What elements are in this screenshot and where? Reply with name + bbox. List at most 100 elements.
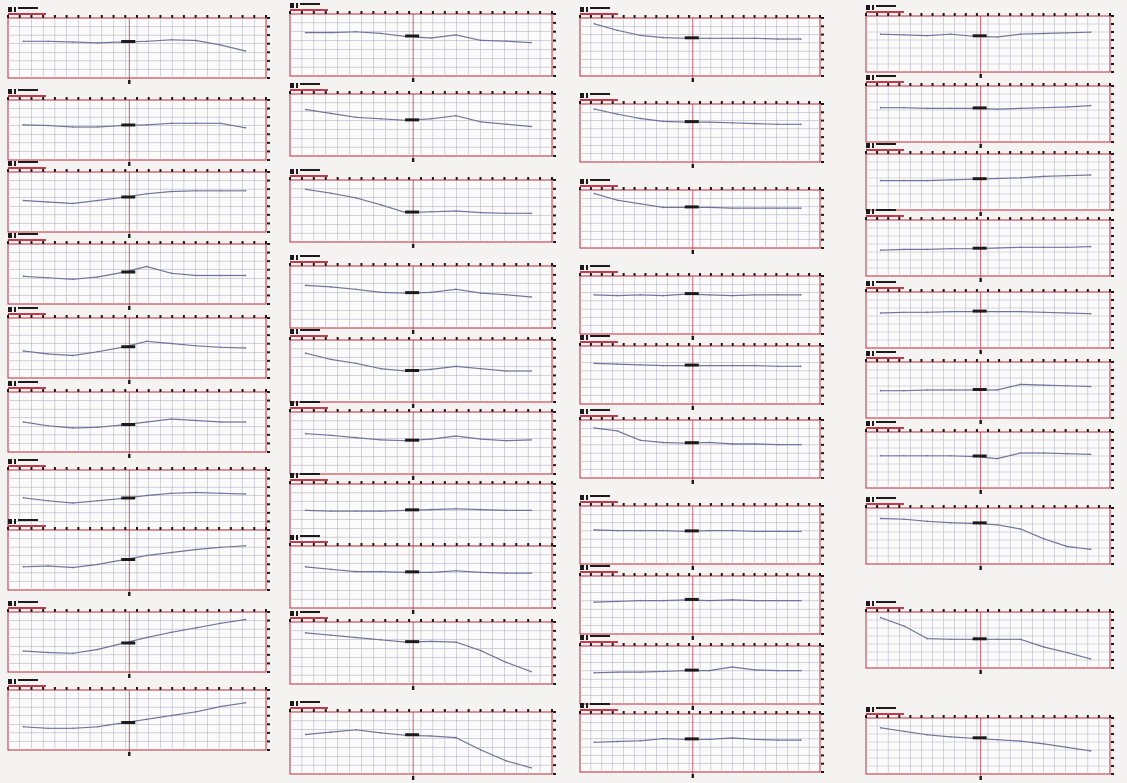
y-tick-mark bbox=[553, 598, 556, 601]
panel-header-mark bbox=[296, 169, 298, 174]
series-point bbox=[662, 529, 665, 532]
series-point bbox=[219, 492, 222, 495]
x-tick-mark bbox=[865, 609, 867, 612]
x-tick-mark bbox=[909, 609, 912, 612]
x-tick-mark bbox=[30, 97, 33, 100]
y-tick-mark bbox=[821, 50, 824, 53]
x-tick-mark bbox=[455, 481, 458, 484]
series-point bbox=[593, 293, 596, 296]
series-point bbox=[429, 571, 432, 574]
y-tick-mark bbox=[267, 171, 270, 173]
series-point bbox=[996, 177, 999, 180]
y-tick-mark bbox=[267, 334, 270, 337]
x-tick-mark bbox=[753, 417, 756, 420]
y-tick-mark bbox=[553, 75, 556, 77]
x-tick-mark bbox=[112, 315, 115, 318]
series-point bbox=[480, 749, 482, 751]
panel-header-mark bbox=[8, 239, 46, 241]
x-tick-mark bbox=[396, 409, 399, 412]
panel-header-mark bbox=[296, 401, 298, 406]
chart-panel bbox=[579, 93, 824, 168]
x-tick-mark bbox=[77, 315, 80, 318]
series-point bbox=[304, 284, 307, 287]
x-tick-mark bbox=[920, 289, 923, 292]
y-tick-mark bbox=[821, 103, 824, 105]
x-tick-mark bbox=[953, 83, 956, 86]
x-tick-mark bbox=[124, 169, 127, 172]
reference-arrow bbox=[979, 144, 982, 148]
x-tick-mark bbox=[909, 359, 912, 362]
y-tick-mark bbox=[553, 755, 556, 758]
x-tick-mark bbox=[100, 467, 103, 470]
y-tick-mark bbox=[821, 25, 824, 28]
x-tick-mark bbox=[709, 187, 712, 190]
y-tick-mark bbox=[1111, 133, 1114, 135]
x-tick-mark bbox=[753, 643, 756, 646]
reference-arrow bbox=[979, 776, 982, 780]
series-point bbox=[219, 346, 222, 349]
x-tick-mark bbox=[709, 273, 712, 276]
x-tick-mark bbox=[159, 609, 162, 612]
x-tick-mark bbox=[229, 15, 232, 18]
x-tick-mark bbox=[42, 687, 45, 690]
x-tick-mark bbox=[666, 503, 669, 506]
x-tick-mark bbox=[182, 609, 185, 612]
x-tick-mark bbox=[622, 15, 625, 18]
panel-header-mark bbox=[8, 381, 12, 386]
series-point bbox=[1042, 384, 1045, 386]
marker-tag bbox=[972, 309, 987, 313]
y-tick-mark bbox=[267, 689, 270, 691]
chart-panel bbox=[289, 401, 556, 480]
series-point bbox=[22, 123, 25, 126]
series-point bbox=[731, 121, 733, 124]
y-tick-mark bbox=[553, 621, 556, 623]
marker-tag bbox=[121, 195, 136, 199]
panel-header-mark bbox=[14, 679, 16, 684]
x-tick-mark bbox=[909, 217, 912, 220]
reference-arrow bbox=[128, 80, 131, 84]
x-tick-mark bbox=[53, 241, 56, 244]
y-tick-mark bbox=[553, 223, 556, 226]
series-point bbox=[1019, 383, 1022, 386]
y-tick-mark bbox=[553, 196, 556, 199]
x-tick-mark bbox=[579, 101, 581, 104]
x-tick-mark bbox=[455, 619, 458, 622]
x-tick-mark bbox=[30, 527, 33, 530]
x-tick-mark bbox=[1042, 359, 1045, 362]
y-tick-mark bbox=[553, 265, 556, 267]
x-tick-mark bbox=[289, 11, 291, 14]
x-tick-mark bbox=[491, 543, 494, 546]
x-tick-mark bbox=[253, 97, 256, 100]
x-tick-mark bbox=[600, 15, 603, 18]
x-tick-mark bbox=[289, 409, 291, 412]
x-tick-mark bbox=[455, 337, 458, 340]
x-tick-mark bbox=[611, 711, 614, 714]
x-tick-mark bbox=[503, 91, 506, 94]
series-point bbox=[903, 248, 905, 251]
x-tick-mark bbox=[289, 481, 291, 484]
x-tick-mark bbox=[420, 177, 422, 180]
x-tick-mark bbox=[987, 217, 989, 220]
x-tick-mark bbox=[53, 15, 56, 18]
x-tick-mark bbox=[147, 687, 150, 690]
panel-header-mark bbox=[590, 7, 610, 9]
y-tick-mark bbox=[1111, 611, 1114, 613]
series-point bbox=[195, 626, 197, 629]
panel-header-mark bbox=[290, 707, 328, 709]
y-tick-mark bbox=[1111, 539, 1114, 541]
y-tick-mark bbox=[553, 128, 556, 131]
y-tick-mark bbox=[267, 425, 270, 428]
series-point bbox=[170, 272, 173, 275]
series-point bbox=[505, 572, 507, 575]
panel-header-mark bbox=[580, 265, 584, 270]
x-tick-mark bbox=[909, 151, 912, 154]
x-tick-mark bbox=[622, 187, 625, 190]
series-point bbox=[195, 39, 197, 42]
y-tick-mark bbox=[553, 674, 556, 677]
x-tick-mark bbox=[206, 687, 209, 690]
y-tick-mark bbox=[267, 285, 270, 288]
chart-panel bbox=[7, 307, 270, 384]
x-tick-mark bbox=[887, 217, 890, 220]
x-tick-mark bbox=[65, 527, 68, 530]
y-tick-mark bbox=[553, 93, 556, 95]
